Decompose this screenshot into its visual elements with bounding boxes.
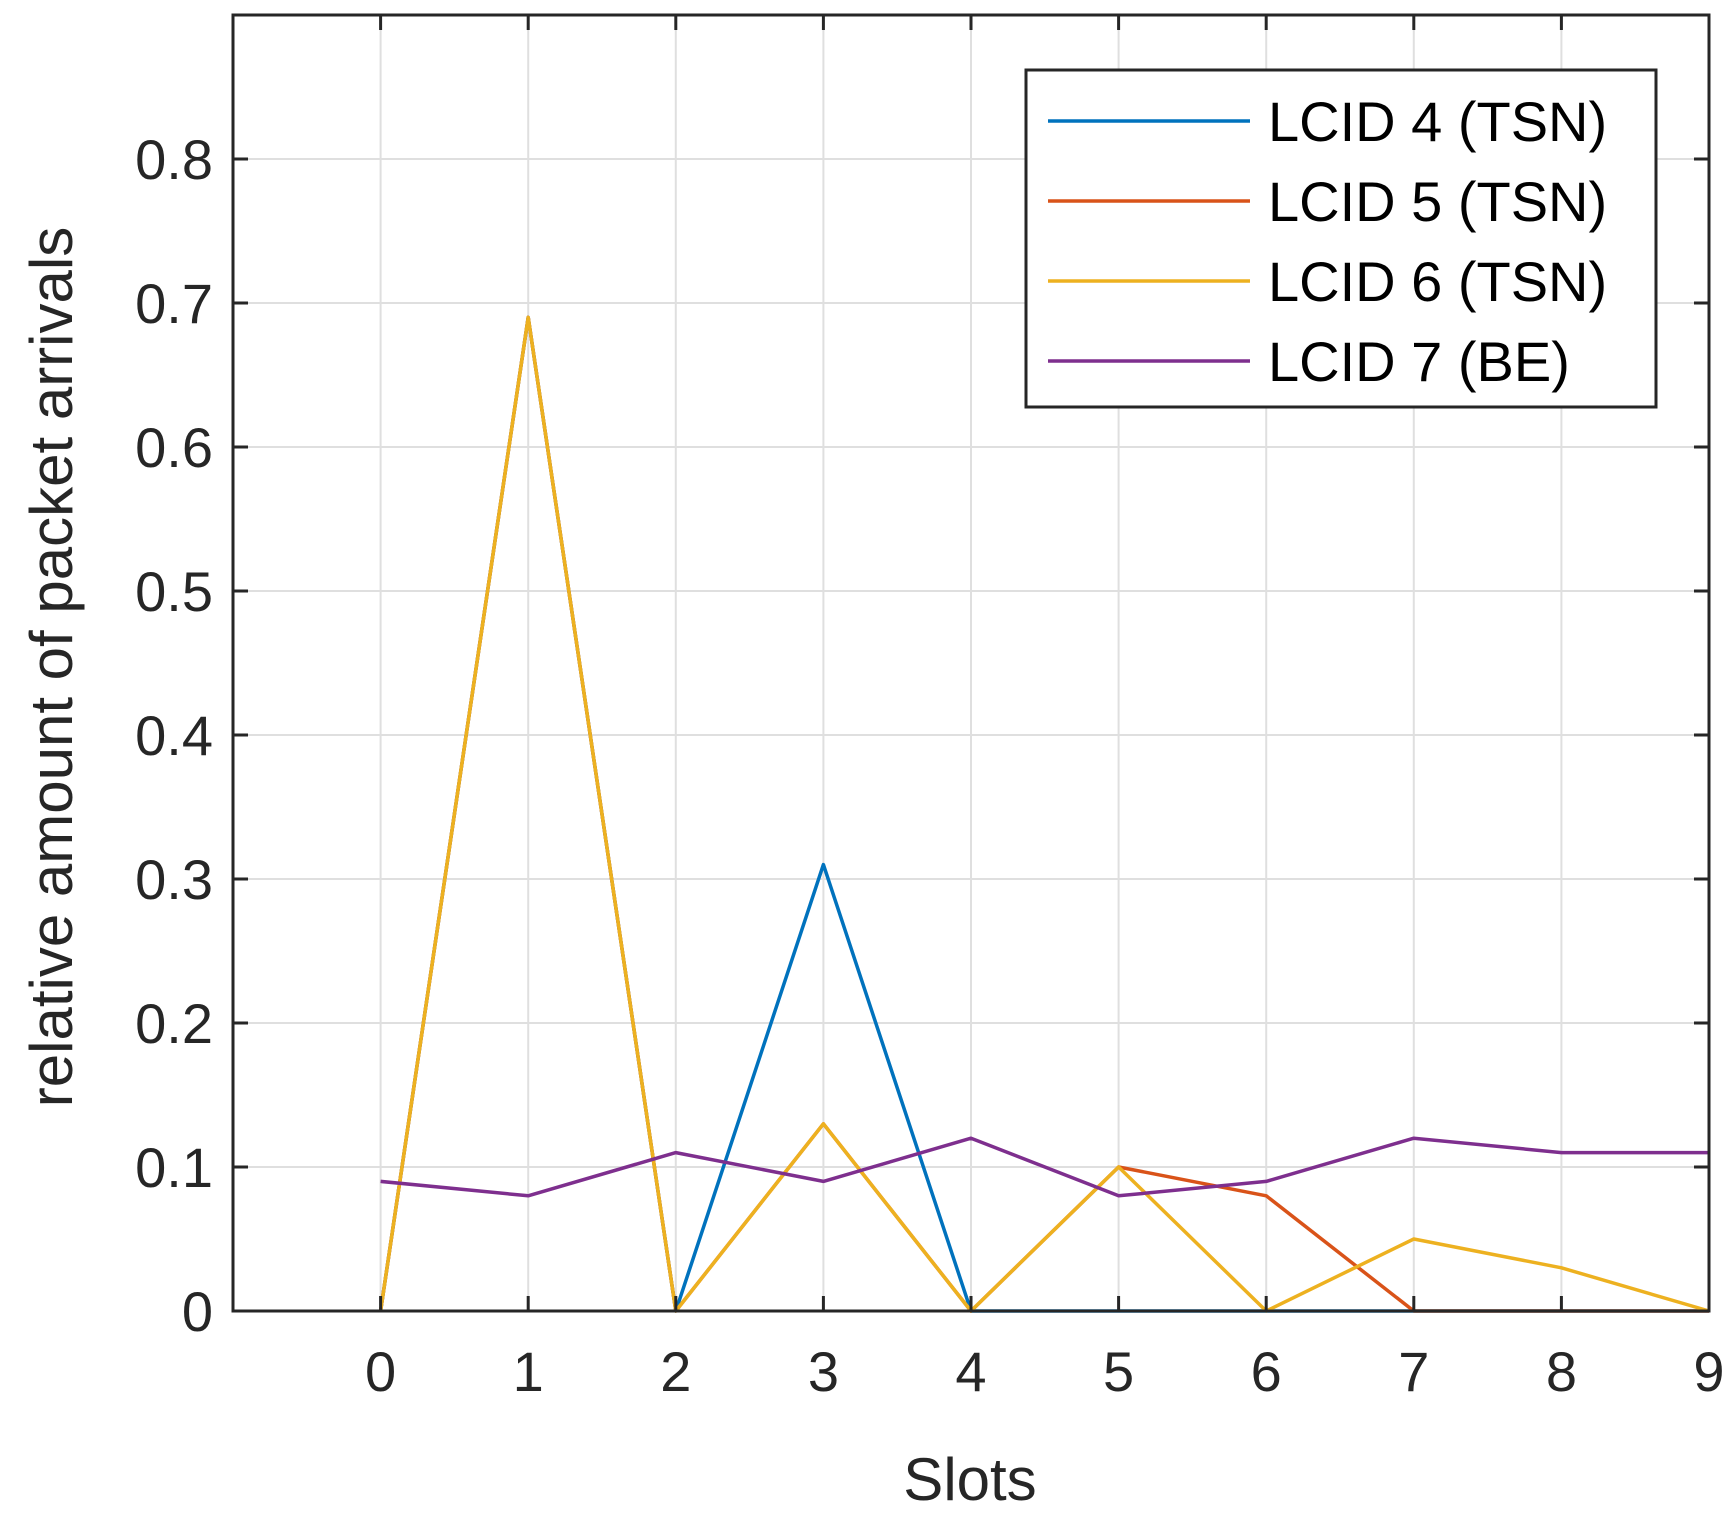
y-tick-label-3: 0.3 xyxy=(135,848,213,911)
x-tick-label-9: 9 xyxy=(1693,1340,1724,1403)
y-tick-label-2: 0.2 xyxy=(135,992,213,1055)
x-tick-label-6: 6 xyxy=(1251,1340,1282,1403)
y-tick-label-7: 0.7 xyxy=(135,272,213,335)
x-axis-ticks: 0 1 2 3 4 5 6 7 8 9 xyxy=(365,15,1725,1403)
x-tick-label-7: 7 xyxy=(1398,1340,1429,1403)
y-tick-label-5: 0.5 xyxy=(135,560,213,623)
x-tick-label-2: 2 xyxy=(660,1340,691,1403)
x-tick-label-5: 5 xyxy=(1103,1340,1134,1403)
y-tick-label-4: 0.4 xyxy=(135,704,213,767)
legend-label-2: LCID 5 (TSN) xyxy=(1268,170,1607,233)
plot-series xyxy=(378,315,1710,1313)
legend-box xyxy=(1024,68,1658,409)
x-tick-label-8: 8 xyxy=(1546,1340,1577,1403)
series-line-1 xyxy=(378,315,1709,1313)
legend-items: LCID 4 (TSN) LCID 5 (TSN) LCID 6 (TSN) LCID… xyxy=(1048,90,1607,393)
legend-label-3: LCID 6 (TSN) xyxy=(1268,250,1607,313)
x-axis-label: Slots xyxy=(903,1446,1036,1513)
x-tick-label-4: 4 xyxy=(955,1340,986,1403)
series-line-4 xyxy=(380,1136,1709,1198)
legend-label-1: LCID 4 (TSN) xyxy=(1268,90,1607,153)
y-tick-label-8: 0.8 xyxy=(135,128,213,191)
x-tick-label-3: 3 xyxy=(808,1340,839,1403)
x-tick-label-0: 0 xyxy=(365,1340,396,1403)
series-line-3 xyxy=(378,315,1710,1313)
x-tick-label-1: 1 xyxy=(513,1340,544,1403)
legend-label-4: LCID 7 (BE) xyxy=(1268,330,1570,393)
y-axis-ticks: 0 0.1 0.2 0.3 0.4 0.5 0.6 0.7 0.8 xyxy=(135,128,1709,1343)
y-axis-label: relative amount of packet arrivals xyxy=(18,227,85,1107)
y-tick-label-0: 0 xyxy=(182,1280,213,1343)
legend: LCID 4 (TSN) LCID 5 (TSN) LCID 6 (TSN) LCID… xyxy=(1024,68,1658,409)
series-line-2 xyxy=(378,315,1709,1313)
y-tick-label-1: 0.1 xyxy=(135,1136,213,1199)
y-tick-label-6: 0.6 xyxy=(135,416,213,479)
